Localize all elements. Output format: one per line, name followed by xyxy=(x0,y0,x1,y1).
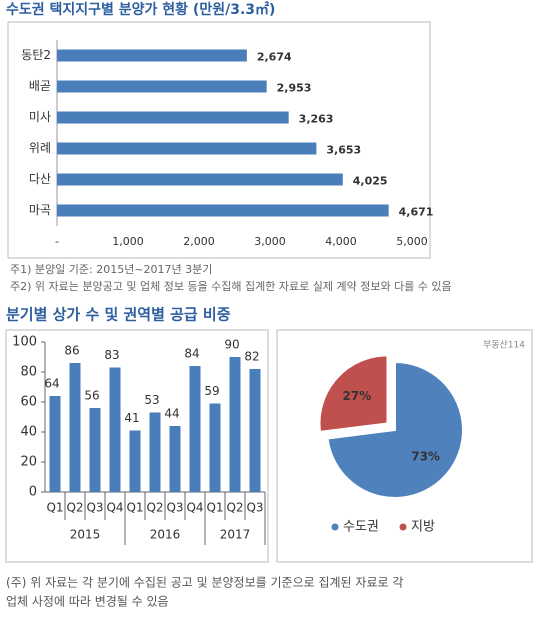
bar xyxy=(149,412,161,492)
group-label: 2015 xyxy=(70,528,101,542)
bar xyxy=(69,363,81,492)
pie-slice xyxy=(318,354,389,434)
data-label: 44 xyxy=(164,407,179,421)
bar xyxy=(57,142,317,155)
bar xyxy=(109,367,121,492)
y-tick-label: 미사 xyxy=(29,110,51,124)
bar xyxy=(57,80,267,93)
data-label: 56 xyxy=(84,389,99,403)
x-tick-label: Q1 xyxy=(126,501,143,515)
chart-frame xyxy=(5,329,269,563)
data-label: 86 xyxy=(64,344,79,358)
x-tick-label: Q2 xyxy=(66,501,83,515)
brand: 부동산114 xyxy=(483,340,525,351)
x-tick-label: Q4 xyxy=(106,501,123,515)
y-tick-label: 20 xyxy=(20,455,37,470)
x-tick-label: Q1 xyxy=(206,501,223,515)
y-tick-label: 60 xyxy=(20,395,37,410)
bar xyxy=(129,430,141,492)
data-label: 2,953 xyxy=(277,82,312,95)
y-tick-label: 40 xyxy=(20,425,37,440)
x-tick-label: 3,000 xyxy=(254,235,286,248)
data-label: 4,025 xyxy=(353,175,388,188)
bar xyxy=(189,366,201,492)
legend-swatch xyxy=(331,523,339,531)
bar xyxy=(57,111,289,124)
x-tick-label: Q1 xyxy=(46,501,63,515)
y-tick-label: 0 xyxy=(29,485,37,500)
y-tick-label: 마곡 xyxy=(29,203,51,217)
bar xyxy=(249,369,261,492)
note: 주2) 위 자료는 분양공고 및 업체 정보 등을 수집해 집계한 자료로 실제… xyxy=(10,279,452,293)
data-label: 90 xyxy=(224,338,239,352)
bar xyxy=(57,204,389,217)
data-label: 27% xyxy=(343,389,372,403)
data-label: 3,653 xyxy=(326,144,361,157)
pie-slice xyxy=(326,360,464,499)
group-label: 2017 xyxy=(220,528,251,542)
y-tick-label: 위례 xyxy=(29,141,51,155)
y-tick-label: 동탄2 xyxy=(21,48,51,62)
bar xyxy=(209,403,221,492)
data-label: 59 xyxy=(204,384,219,398)
x-tick-label: Q4 xyxy=(186,501,203,515)
x-tick-label: 5,000 xyxy=(396,235,428,248)
x-tick-label: 1,000 xyxy=(112,235,144,248)
bar xyxy=(89,408,101,492)
x-tick-label: 4,000 xyxy=(325,235,357,248)
group-label: 2016 xyxy=(150,528,181,542)
data-label: 4,671 xyxy=(399,206,434,219)
x-tick-label: Q2 xyxy=(146,501,163,515)
chart-title: 분기별 상가 수 및 권역별 공급 비중 xyxy=(6,306,231,324)
data-label: 53 xyxy=(144,393,159,407)
data-label: 2,674 xyxy=(257,51,292,64)
legend-swatch xyxy=(399,523,407,531)
legend-label: 지방 xyxy=(411,520,435,535)
data-label: 83 xyxy=(104,348,119,362)
y-tick-label: 다산 xyxy=(29,172,51,186)
bar xyxy=(49,396,61,492)
x-tick-label: 2,000 xyxy=(183,235,215,248)
x-tick-label: Q3 xyxy=(166,501,183,515)
data-label: 64 xyxy=(44,377,59,391)
data-label: 3,263 xyxy=(299,113,334,126)
y-tick-label: 배곧 xyxy=(29,79,51,93)
x-tick-label: Q2 xyxy=(226,501,243,515)
chart-title: 수도권 택지지구별 분양가 현황 (만원/3.3㎡) xyxy=(6,1,275,18)
chart-frame xyxy=(276,329,533,563)
data-label: 84 xyxy=(184,347,199,361)
bar xyxy=(229,357,241,492)
footnote: 업체 사정에 따라 변경될 수 있음 xyxy=(6,595,169,609)
data-label: 73% xyxy=(411,449,440,463)
x-tick-label: Q3 xyxy=(86,501,103,515)
bar xyxy=(57,49,247,62)
bar xyxy=(169,426,181,492)
footnote: (주) 위 자료는 각 분기에 수집된 공고 및 분양정보를 기준으로 집계된 … xyxy=(6,576,403,590)
data-label: 41 xyxy=(124,411,139,425)
x-tick-label: Q3 xyxy=(246,501,263,515)
y-tick-label: 100 xyxy=(12,335,37,350)
bar xyxy=(57,173,343,186)
chart-frame xyxy=(7,21,431,259)
x-tick-label: - xyxy=(55,235,59,248)
legend-label: 수도권 xyxy=(343,520,379,535)
data-label: 82 xyxy=(244,350,259,364)
note: 주1) 분양일 기준: 2015년~2017년 3분기 xyxy=(10,262,212,276)
y-tick-label: 80 xyxy=(20,365,37,380)
